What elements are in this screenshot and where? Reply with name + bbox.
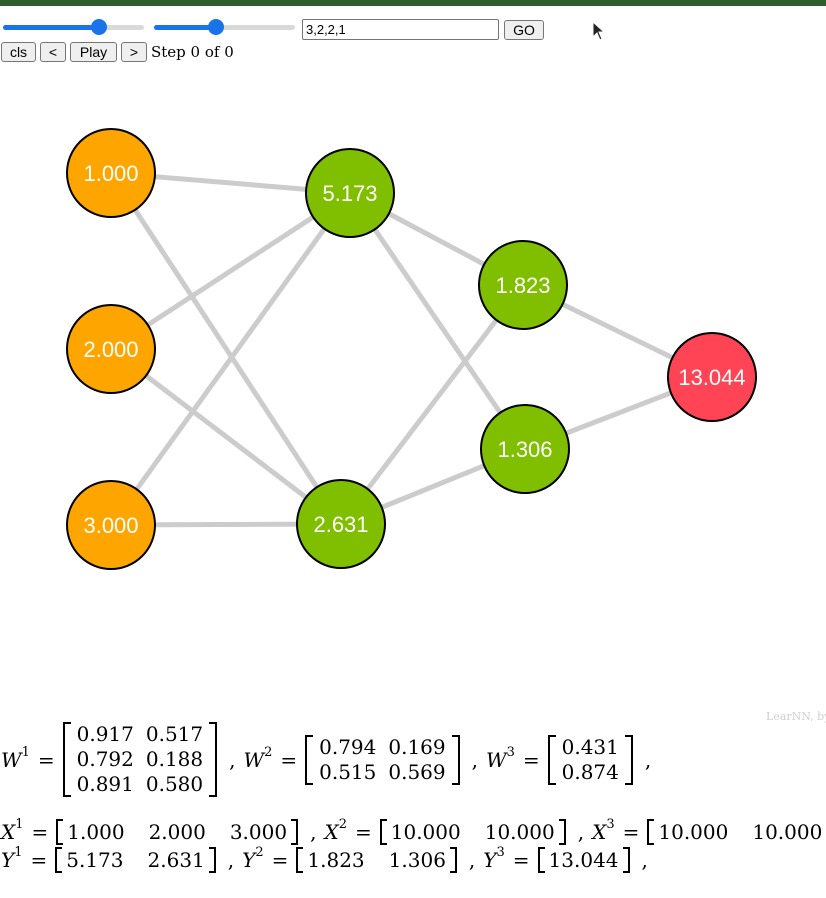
y3-vector: 13.044 xyxy=(537,847,630,873)
node-value: 2.631 xyxy=(313,512,368,537)
node-value: 13.044 xyxy=(678,365,745,390)
y1-symbol: Y1 xyxy=(1,845,23,872)
speed-slider[interactable] xyxy=(3,19,144,35)
next-step-button[interactable]: > xyxy=(121,42,147,62)
x1-symbol: X1 xyxy=(1,817,24,844)
slider-fill xyxy=(3,25,99,30)
edge-l1-2-to-1 xyxy=(109,190,352,352)
x3-vector: 10.000 10.000 xyxy=(647,819,826,845)
node-value: 2.000 xyxy=(83,337,138,362)
matrix-cell: 0.874 xyxy=(561,759,619,784)
vector-cell: 1.306 xyxy=(388,848,446,872)
node-circle xyxy=(66,128,156,218)
node-circle xyxy=(667,332,757,422)
credit-text: LearNN, by xyxy=(766,710,826,723)
cls-button[interactable]: cls xyxy=(1,42,36,62)
matrix-cell: 0.794 xyxy=(319,734,377,759)
outputs-equation: Y1 = 5.173 2.631 , Y2 = 1.823 1.306 , Y3 = … xyxy=(1,845,648,873)
vector-cell: 3.000 xyxy=(229,820,288,844)
matrix-cell: 0.517 xyxy=(145,722,204,746)
x2-symbol: X2 xyxy=(324,817,347,844)
edge-l2-1-to-2 xyxy=(347,191,528,451)
vector-cell: 1.823 xyxy=(307,848,365,872)
w2-matrix: 0.794 0.169 0.515 0.569 xyxy=(305,734,460,785)
node-l2-2: 2.631 xyxy=(296,479,386,569)
matrix-cell: 0.917 xyxy=(76,722,134,746)
matrix-cell: 0.188 xyxy=(145,747,204,771)
edge-l2-2-to-1 xyxy=(339,283,525,526)
node-value: 1.306 xyxy=(497,437,552,462)
node-value: 5.173 xyxy=(322,181,377,206)
vector-cell: 5.173 xyxy=(66,848,124,872)
w1-symbol: W1 xyxy=(1,744,30,772)
step-counter: Step 0 of 0 xyxy=(151,43,234,61)
matrix-cell: 0.431 xyxy=(561,734,619,759)
mouse-cursor-icon xyxy=(592,21,606,41)
weights-equation: W1 = 0.917 0.517 0.792 0.188 0.891 0.580 … xyxy=(1,722,652,797)
prev-step-button[interactable]: < xyxy=(40,42,66,62)
node-circle xyxy=(480,404,570,494)
node-l3-1: 1.823 xyxy=(478,240,568,330)
vector-cell: 1.000 xyxy=(67,820,125,844)
vector-cell: 10.000 xyxy=(658,820,729,844)
node-l3-2: 1.306 xyxy=(480,404,570,494)
slider-track xyxy=(154,25,295,30)
slider-thumb[interactable] xyxy=(90,19,107,35)
matrix-cell: 0.891 xyxy=(76,772,134,796)
node-circle xyxy=(66,304,156,394)
edge-l1-3-to-1 xyxy=(108,191,353,527)
size-slider[interactable] xyxy=(154,19,295,35)
node-circle xyxy=(305,148,395,238)
vector-cell: 13.044 xyxy=(548,848,619,872)
node-l4-1: 13.044 xyxy=(667,332,757,422)
y2-vector: 1.823 1.306 xyxy=(296,847,457,873)
node-circle xyxy=(296,479,386,569)
slider-fill xyxy=(154,25,217,30)
y2-symbol: Y2 xyxy=(242,845,264,872)
w2-symbol: W2 xyxy=(243,744,273,772)
matrix-cell: 0.515 xyxy=(319,759,377,784)
x3-symbol: X3 xyxy=(592,817,615,844)
matrix-cell: 0.792 xyxy=(76,747,134,771)
edge-l1-1-to-2 xyxy=(108,171,344,526)
edge-l1-2-to-2 xyxy=(109,347,343,526)
w3-symbol: W3 xyxy=(486,744,515,772)
node-value: 1.823 xyxy=(495,273,550,298)
play-button[interactable]: Play xyxy=(70,42,117,62)
node-value: 1.000 xyxy=(83,161,138,186)
y1-vector: 5.173 2.631 xyxy=(55,847,216,873)
w1-matrix: 0.917 0.517 0.792 0.188 0.891 0.580 xyxy=(62,722,218,797)
layers-input[interactable] xyxy=(302,19,499,40)
inputs-equation: X1 = 1.000 2.000 3.000 , X2 = 10.000 10.00… xyxy=(1,817,826,845)
network-diagram: 1.000 2.000 3.000 5.173 2.631 1.823 1.306 13.04… xyxy=(66,128,757,570)
vector-cell: 10.000 xyxy=(390,820,461,844)
matrix-cell: 0.169 xyxy=(388,734,446,759)
matrix-cell: 0.569 xyxy=(388,759,446,784)
x2-vector: 10.000 10.000 xyxy=(379,819,566,845)
node-l1-1: 1.000 xyxy=(66,128,156,218)
node-l2-1: 5.173 xyxy=(305,148,395,238)
slider-thumb[interactable] xyxy=(208,19,225,35)
matrix-cell: 0.580 xyxy=(145,772,204,796)
vector-cell: 2.000 xyxy=(148,820,206,844)
x1-vector: 1.000 2.000 3.000 xyxy=(56,819,299,845)
vector-cell: 10.000 xyxy=(484,820,555,844)
node-l1-3: 3.000 xyxy=(66,480,156,570)
y3-symbol: Y3 xyxy=(483,845,505,872)
node-circle xyxy=(66,480,156,570)
vector-cell: 10.000 xyxy=(752,820,823,844)
node-l1-2: 2.000 xyxy=(66,304,156,394)
node-circle xyxy=(478,240,568,330)
go-button[interactable]: GO xyxy=(504,20,544,40)
node-value: 3.000 xyxy=(83,513,138,538)
vector-cell: 2.631 xyxy=(147,848,205,872)
top-bar xyxy=(0,0,826,6)
w3-matrix: 0.431 0.874 xyxy=(547,734,633,785)
